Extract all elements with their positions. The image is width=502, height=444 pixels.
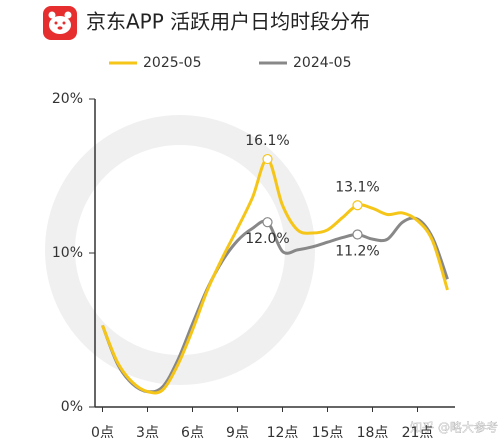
point-marker <box>262 217 273 228</box>
x-tick-label: 0点 <box>91 425 114 441</box>
x-tick-label: 18点 <box>357 425 389 441</box>
chart-title: 京东APP 活跃用户日均时段分布 <box>86 10 370 34</box>
x-tick-label: 21点 <box>402 425 434 441</box>
x-tick-label: 9点 <box>226 425 249 441</box>
data-label: 12.0% <box>245 231 289 247</box>
legend-label: 2025-05 <box>143 55 202 71</box>
legend-label: 2024-05 <box>293 55 352 71</box>
data-label: 13.1% <box>335 179 379 195</box>
y-tick-label: 20% <box>52 91 83 107</box>
series-line <box>101 157 449 395</box>
point-marker <box>352 200 363 211</box>
x-tick-label: 15点 <box>312 425 344 441</box>
logo <box>43 6 77 40</box>
data-label: 16.1% <box>245 133 289 149</box>
point-marker <box>352 229 363 240</box>
data-label: 11.2% <box>335 244 379 260</box>
x-tick-label: 12点 <box>267 425 299 441</box>
watermark: 知乎 @略大参考 <box>410 420 498 435</box>
y-tick-label: 10% <box>52 245 83 261</box>
series-line <box>101 216 449 394</box>
y-tick-label: 0% <box>61 399 83 415</box>
point-marker <box>262 153 273 165</box>
x-tick-label: 3点 <box>136 425 159 441</box>
x-tick-label: 6点 <box>181 425 204 441</box>
